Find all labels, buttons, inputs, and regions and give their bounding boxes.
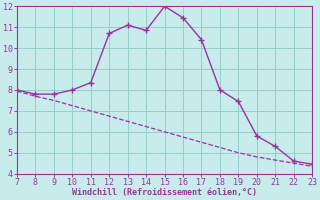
X-axis label: Windchill (Refroidissement éolien,°C): Windchill (Refroidissement éolien,°C) xyxy=(72,188,257,197)
